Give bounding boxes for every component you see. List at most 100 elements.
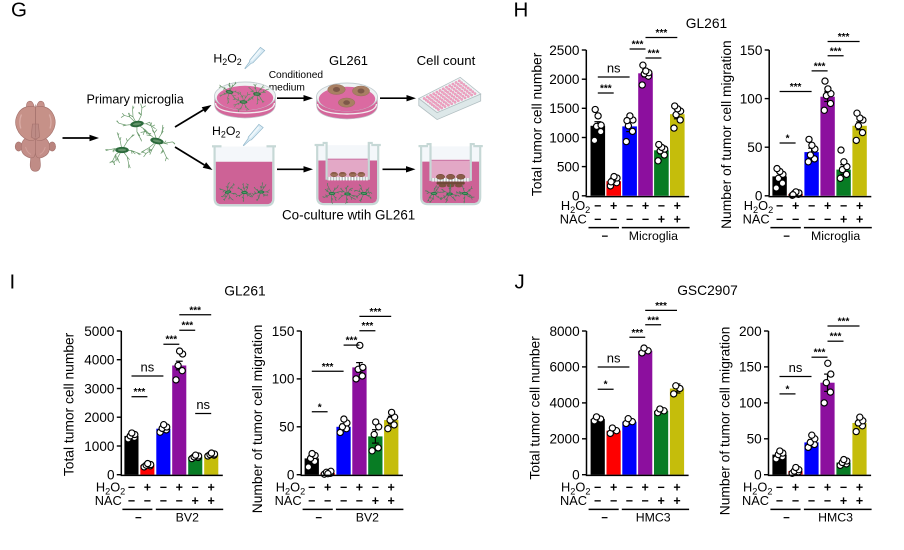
svg-text:−: −: [783, 513, 790, 525]
svg-text:***: ***: [631, 328, 643, 339]
svg-text:Total tumor cell number: Total tumor cell number: [62, 332, 77, 476]
svg-text:+: +: [824, 481, 831, 495]
svg-text:+: +: [324, 481, 331, 495]
svg-text:NAC: NAC: [743, 211, 770, 226]
svg-text:+: +: [610, 199, 617, 213]
svg-text:H2O2: H2O2: [744, 198, 773, 215]
svg-text:+: +: [658, 212, 665, 226]
svg-text:−: −: [308, 481, 315, 495]
svg-text:1000: 1000: [549, 130, 580, 145]
svg-text:+: +: [856, 199, 863, 213]
svg-text:−: −: [192, 481, 199, 495]
svg-text:*: *: [786, 384, 790, 395]
svg-text:−: −: [610, 494, 617, 508]
svg-text:H2O2: H2O2: [276, 480, 305, 497]
svg-text:*: *: [604, 380, 608, 391]
svg-text:+: +: [673, 481, 680, 495]
svg-text:HMC3: HMC3: [818, 511, 853, 525]
svg-text:2500: 2500: [549, 43, 580, 58]
svg-text:+: +: [657, 494, 664, 508]
svg-text:***: ***: [838, 32, 850, 43]
svg-text:ns: ns: [196, 397, 210, 412]
svg-text:−: −: [840, 481, 847, 495]
svg-text:NAC: NAC: [742, 493, 769, 508]
svg-text:−: −: [626, 481, 633, 495]
svg-text:ns: ns: [141, 360, 155, 375]
svg-text:−: −: [626, 494, 633, 508]
svg-text:Total tumor cell number: Total tumor cell number: [530, 52, 545, 196]
svg-text:+: +: [642, 481, 649, 495]
svg-text:***: ***: [830, 46, 842, 57]
svg-text:H2O2: H2O2: [96, 480, 125, 497]
svg-text:−: −: [594, 494, 601, 508]
svg-text:ns: ns: [789, 360, 803, 375]
svg-text:−: −: [657, 481, 664, 495]
svg-text:−: −: [308, 494, 315, 508]
svg-text:−: −: [792, 212, 799, 226]
svg-text:−: −: [176, 494, 183, 508]
svg-text:+: +: [856, 481, 863, 495]
svg-text:−: −: [144, 494, 151, 508]
svg-text:Microglia: Microglia: [811, 229, 860, 243]
svg-text:−: −: [594, 199, 601, 213]
svg-text:−: −: [135, 513, 142, 525]
svg-text:0: 0: [287, 468, 295, 483]
svg-text:*: *: [318, 402, 322, 413]
svg-text:GL261: GL261: [686, 16, 727, 31]
svg-text:4000: 4000: [84, 353, 115, 368]
svg-text:−: −: [601, 231, 608, 243]
svg-text:***: ***: [189, 305, 201, 316]
svg-text:−: −: [340, 481, 347, 495]
svg-text:150: 150: [739, 360, 762, 375]
svg-text:***: ***: [165, 335, 177, 346]
svg-text:−: −: [372, 481, 379, 495]
svg-text:Total tumor cell number: Total tumor cell number: [528, 336, 543, 480]
svg-text:+: +: [674, 199, 681, 213]
svg-text:***: ***: [655, 301, 667, 312]
svg-text:+: +: [673, 494, 680, 508]
svg-text:H2O2: H2O2: [743, 480, 772, 497]
svg-text:−: −: [824, 212, 831, 226]
svg-text:Co-culture wtih GL261: Co-culture wtih GL261: [282, 208, 415, 223]
svg-text:***: ***: [346, 336, 358, 347]
svg-text:500: 500: [557, 159, 580, 174]
svg-text:***: ***: [134, 387, 146, 398]
svg-text:***: ***: [648, 49, 660, 60]
svg-text:200: 200: [739, 324, 762, 339]
svg-text:−: −: [128, 494, 135, 508]
svg-text:150: 150: [272, 324, 295, 339]
svg-text:0: 0: [754, 468, 762, 483]
svg-text:+: +: [144, 481, 151, 495]
svg-text:−: −: [642, 212, 649, 226]
svg-text:−: −: [315, 513, 322, 525]
svg-text:−: −: [626, 212, 633, 226]
svg-text:−: −: [840, 199, 847, 213]
svg-text:+: +: [674, 212, 681, 226]
svg-text:−: −: [808, 212, 815, 226]
svg-text:***: ***: [790, 82, 802, 93]
svg-text:+: +: [792, 199, 799, 213]
svg-text:−: −: [776, 481, 783, 495]
svg-text:+: +: [388, 481, 395, 495]
svg-text:−: −: [776, 199, 783, 213]
svg-text:+: +: [388, 494, 395, 508]
svg-text:−: −: [824, 494, 831, 508]
svg-text:***: ***: [600, 84, 612, 95]
svg-text:+: +: [192, 494, 199, 508]
svg-text:J: J: [515, 271, 525, 294]
svg-text:ns: ns: [607, 351, 621, 366]
svg-text:−: −: [356, 494, 363, 508]
svg-text:NAC: NAC: [275, 493, 302, 508]
svg-text:3000: 3000: [84, 381, 115, 396]
svg-text:0: 0: [572, 468, 580, 483]
svg-text:+: +: [840, 212, 847, 226]
svg-text:***: ***: [632, 40, 644, 51]
svg-text:Conditioned: Conditioned: [269, 70, 324, 81]
svg-text:H2O2: H2O2: [561, 198, 590, 215]
svg-text:−: −: [642, 494, 649, 508]
svg-text:medium: medium: [269, 82, 305, 93]
svg-text:***: ***: [647, 315, 659, 326]
svg-text:−: −: [783, 231, 790, 243]
svg-text:BV2: BV2: [176, 511, 199, 525]
svg-text:I: I: [10, 271, 16, 294]
